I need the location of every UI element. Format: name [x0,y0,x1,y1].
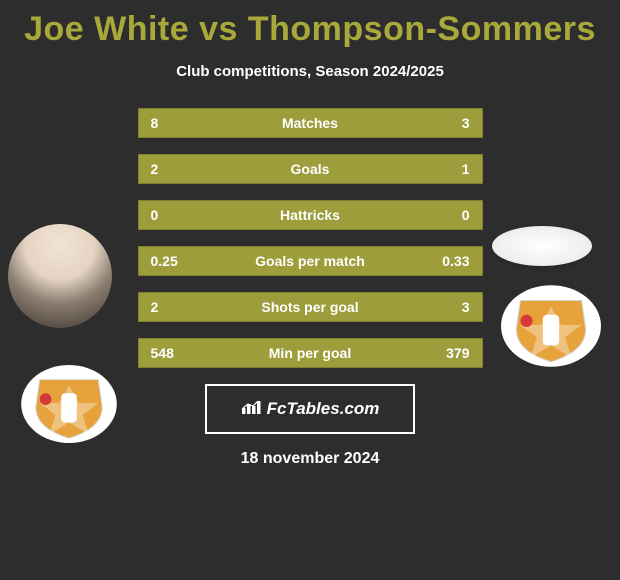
stat-label: Matches [282,115,338,131]
stat-left-value: 0 [151,207,159,223]
stat-label: Shots per goal [261,299,358,315]
stat-right-value: 379 [446,345,469,361]
player-a-avatar [8,224,112,328]
stat-label: Min per goal [269,345,351,361]
stat-label: Hattricks [280,207,340,223]
stat-right-value: 1 [462,161,470,177]
player-a-club-badge [20,364,118,444]
date-label: 18 november 2024 [0,450,620,468]
source-label: FcTables.com [241,399,380,420]
stat-row-goals: 2 Goals 1 [138,154,483,184]
stat-row-matches: 8 Matches 3 [138,108,483,138]
stat-row-hattricks: 0 Hattricks 0 [138,200,483,230]
stat-left-value: 8 [151,115,159,131]
subtitle: Club competitions, Season 2024/2025 [0,63,620,80]
player-b-avatar [492,226,592,266]
stat-left-value: 2 [151,161,159,177]
stat-right-value: 0.33 [442,253,469,269]
source-text: FcTables.com [267,399,380,419]
player-b-club-badge [500,284,602,368]
stat-rows: 8 Matches 3 2 Goals 1 0 Hattricks 0 0.25… [138,108,483,368]
stat-right-value: 3 [462,299,470,315]
stat-right-value: 3 [462,115,470,131]
page-title: Joe White vs Thompson-Sommers [0,0,620,49]
stat-row-goals-per-match: 0.25 Goals per match 0.33 [138,246,483,276]
stat-row-min-per-goal: 548 Min per goal 379 [138,338,483,368]
stat-left-value: 548 [151,345,174,361]
stat-label: Goals [291,161,330,177]
stat-label: Goals per match [255,253,365,269]
stat-left-value: 0.25 [151,253,178,269]
source-badge: FcTables.com [205,384,415,434]
stat-right-value: 0 [462,207,470,223]
stats-area: 8 Matches 3 2 Goals 1 0 Hattricks 0 0.25… [0,108,620,368]
stat-row-shots-per-goal: 2 Shots per goal 3 [138,292,483,322]
bars-icon [241,399,263,420]
stat-left-value: 2 [151,299,159,315]
